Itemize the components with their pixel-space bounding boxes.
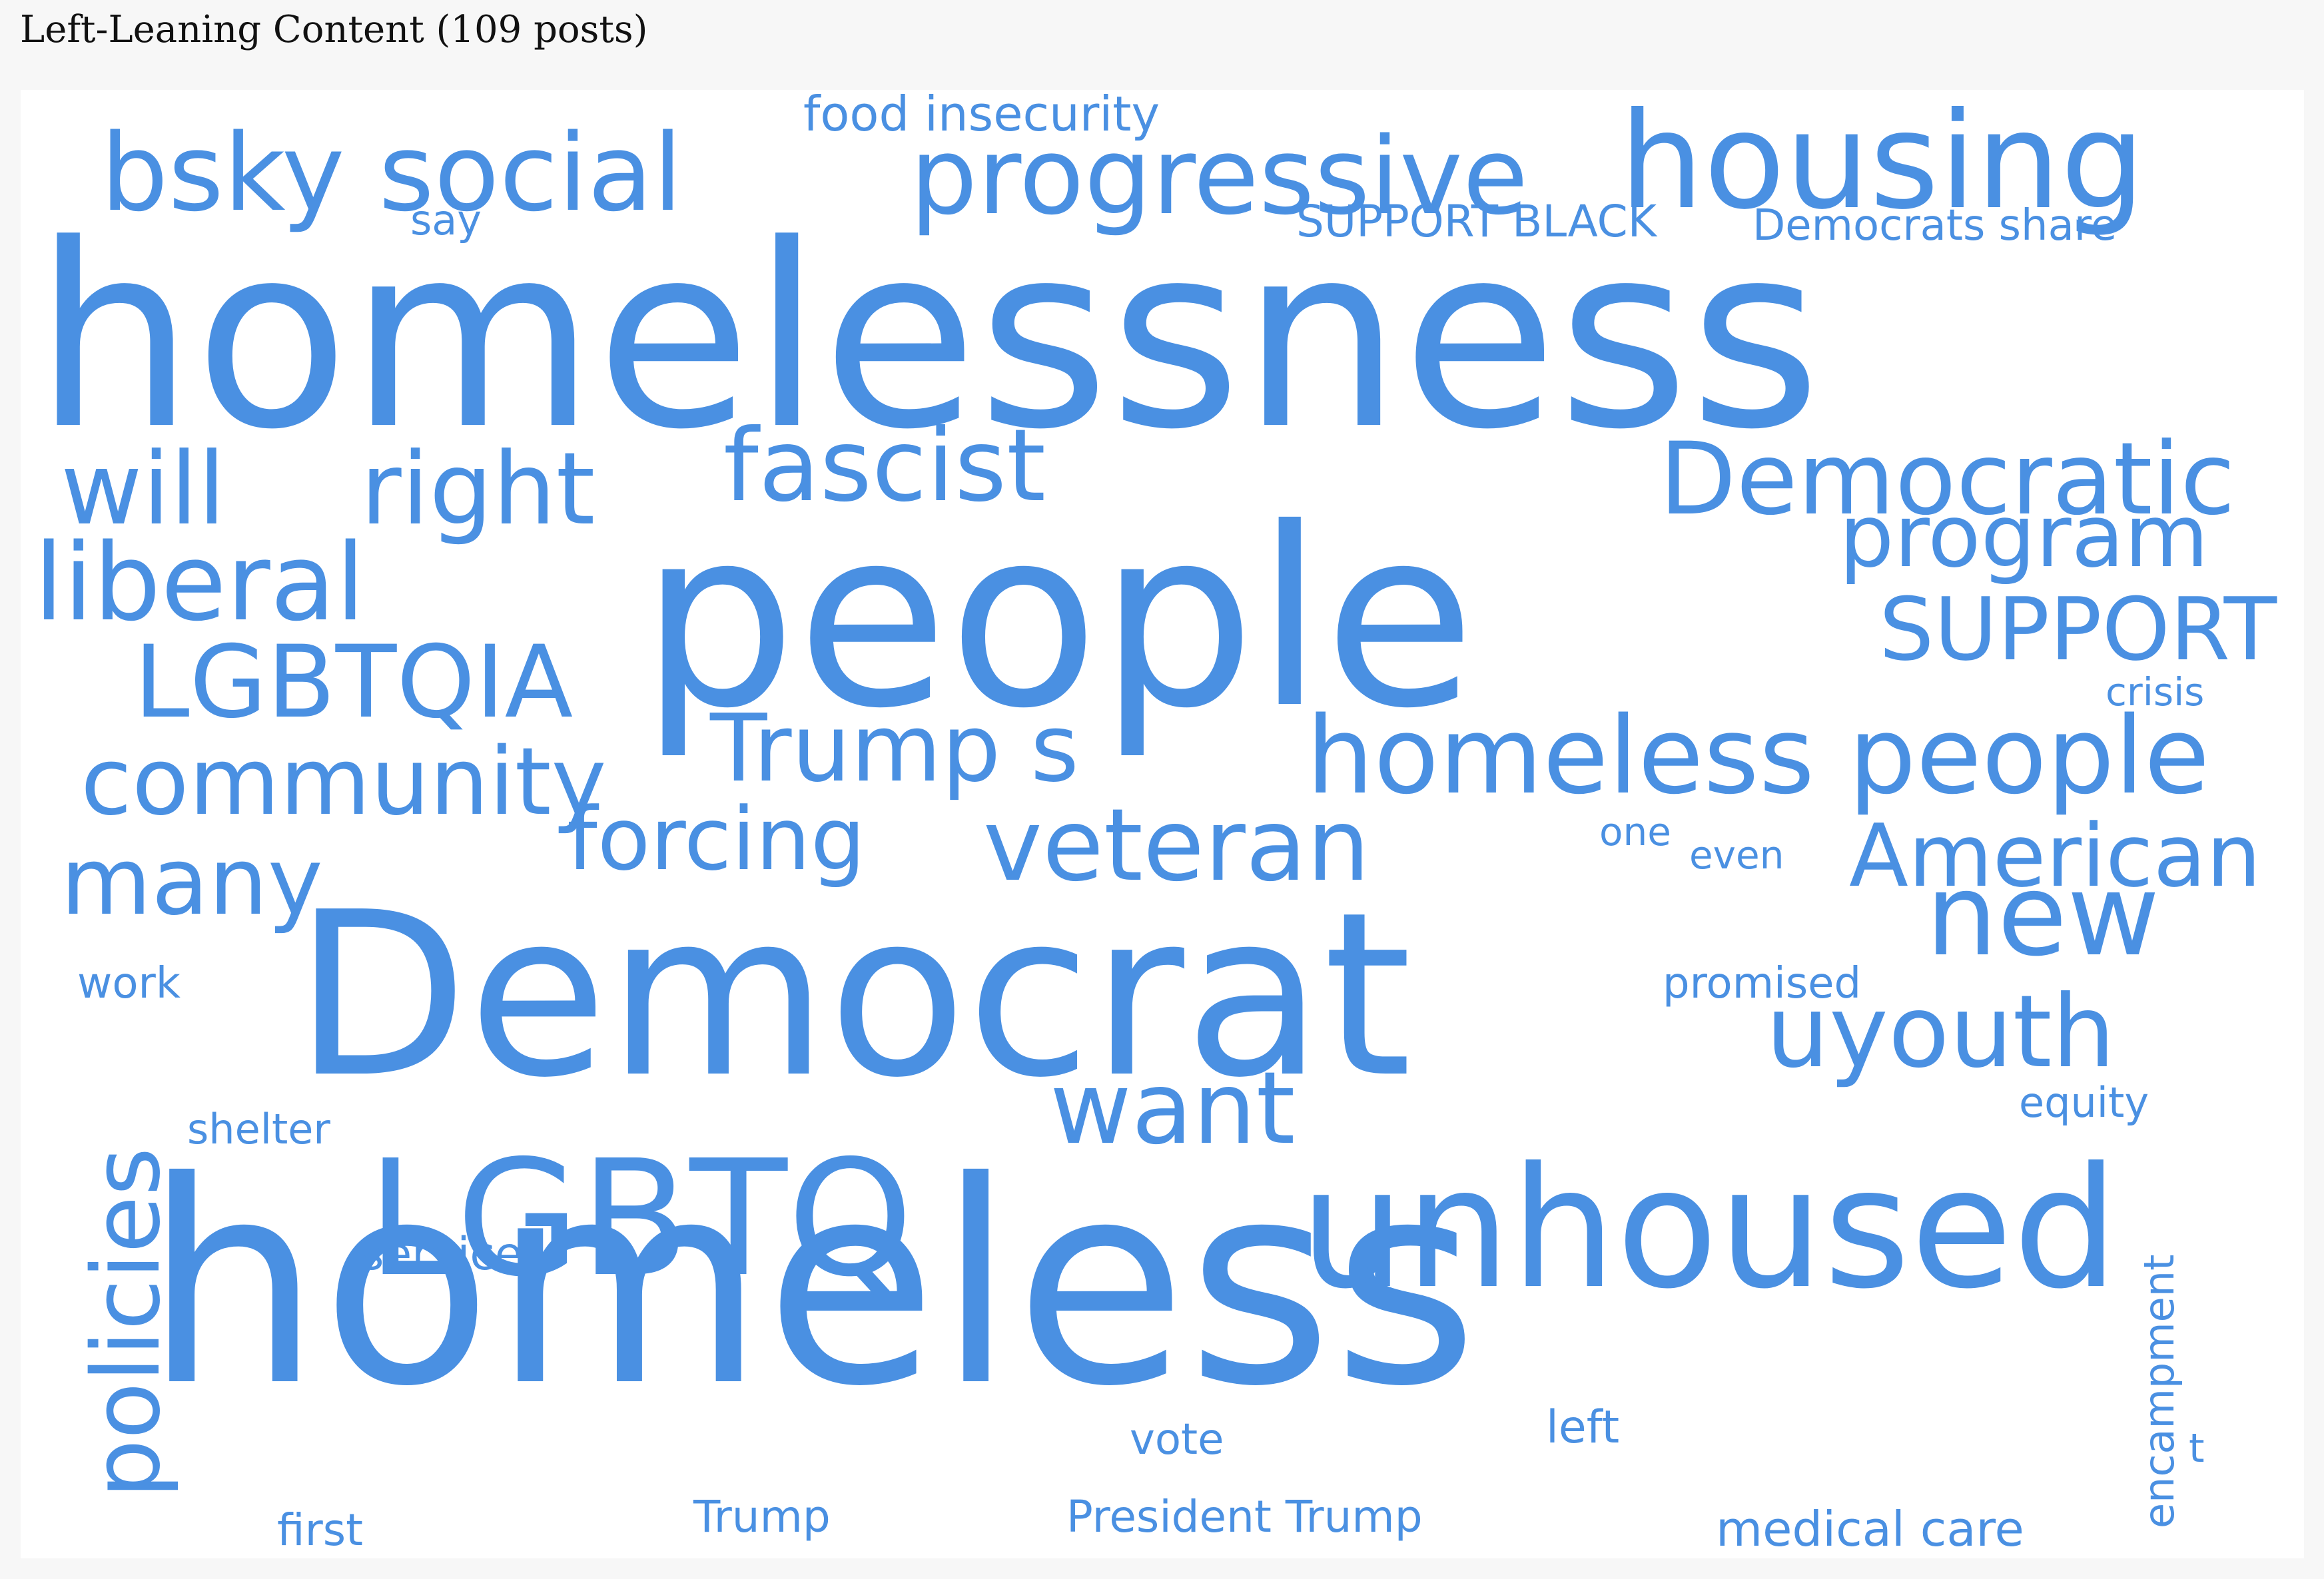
word-new: new (1926, 850, 2160, 982)
word-s: s (1283, 1006, 1304, 1051)
word-right: right (360, 432, 595, 547)
word-shelter: shelter (187, 1105, 330, 1153)
word-democrat: Democrat (294, 864, 1412, 1127)
word-service: service (360, 1228, 523, 1281)
word-fascist: fascist (723, 408, 1046, 524)
word-encampment: encampment (2135, 1254, 2183, 1528)
word-equity: equity (2019, 1078, 2149, 1127)
word-homeless-people: homeless people (1306, 693, 2210, 818)
word-homeless: homeless (144, 1122, 1479, 1448)
word-forcing: forcing (567, 789, 866, 890)
word-uyouth: uyouth (1766, 974, 2116, 1090)
word-lgbtq: LGBTQ (367, 1125, 913, 1312)
word-democrats-share: Democrats share (1752, 201, 2118, 250)
word-trump-s: Trump s (710, 695, 1079, 803)
word-program: program (1839, 485, 2209, 587)
word-community: community (81, 728, 607, 836)
word-bsky-social: bsky social (101, 111, 683, 235)
word-food-insecurity: food insecurity (803, 90, 1160, 142)
word-homelessness: homelessness (34, 190, 1822, 485)
word-support-black: SUPPORT BLACK (1296, 196, 1657, 247)
word-left: left (1546, 1401, 1620, 1454)
word-one: one (1599, 809, 1671, 854)
word-vote: vote (1130, 1415, 1224, 1464)
word-unhoused: unhoused (1300, 1131, 2119, 1325)
word-american: American (1849, 805, 2261, 906)
word-progressive: progressive (910, 114, 1529, 238)
word-crisis: crisis (2106, 669, 2205, 715)
word-lgbtqia: LGBTQIA (134, 625, 574, 741)
word-liberal: liberal (34, 520, 366, 645)
word-medical-care: medical care (1716, 1501, 2024, 1557)
word-support: SUPPORT (1879, 579, 2277, 680)
word-will: will (61, 432, 226, 547)
word-t: t (2189, 1425, 2205, 1472)
word-people: people (640, 476, 1476, 763)
word-many: many (61, 828, 323, 936)
word-first: first (277, 1504, 363, 1556)
page-title: Left-Leaning Content (109 posts) (20, 8, 648, 51)
word-say: say (410, 196, 482, 244)
word-promised: promised (1663, 959, 1862, 1008)
word-even: even (1689, 832, 1784, 878)
word-democratic: Democratic (1659, 422, 2235, 537)
word-work: work (77, 959, 181, 1008)
word-housing: housing (1619, 90, 2145, 239)
word-policies: policies (73, 1147, 181, 1498)
word-veteran: veteran (983, 788, 1370, 904)
word-president-trump: President Trump (1066, 1491, 1423, 1542)
word-want: want (1050, 1051, 1296, 1167)
word-cloud: homeless homelessness people Democrat un… (21, 90, 2304, 1558)
word-trump: Trump (693, 1491, 831, 1542)
